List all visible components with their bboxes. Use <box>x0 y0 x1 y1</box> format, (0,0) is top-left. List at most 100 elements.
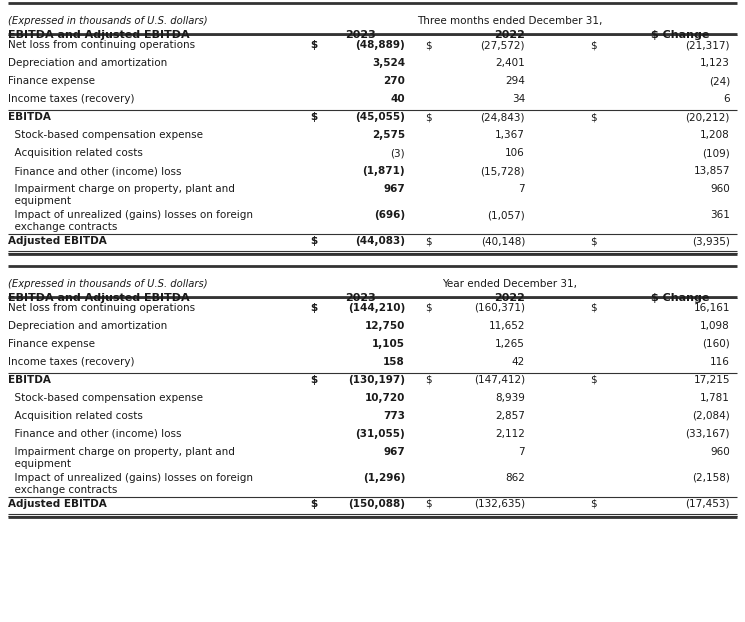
Text: 42: 42 <box>512 357 525 367</box>
Text: (160): (160) <box>703 339 730 349</box>
Text: $: $ <box>590 375 597 385</box>
Text: 34: 34 <box>512 94 525 104</box>
Text: Finance expense: Finance expense <box>8 339 95 349</box>
Text: 6: 6 <box>723 94 730 104</box>
Text: 773: 773 <box>383 411 405 421</box>
Text: (144,210): (144,210) <box>348 303 405 313</box>
Text: $: $ <box>590 40 597 50</box>
Text: Impairment charge on property, plant and
  equipment: Impairment charge on property, plant and… <box>8 447 235 468</box>
Text: (17,453): (17,453) <box>685 499 730 509</box>
Text: 17,215: 17,215 <box>694 375 730 385</box>
Text: 1,208: 1,208 <box>700 130 730 140</box>
Text: (Expressed in thousands of U.S. dollars): (Expressed in thousands of U.S. dollars) <box>8 279 208 289</box>
Text: (33,167): (33,167) <box>685 429 730 439</box>
Text: 1,781: 1,781 <box>700 393 730 403</box>
Text: 8,939: 8,939 <box>495 393 525 403</box>
Text: 1,105: 1,105 <box>372 339 405 349</box>
Text: 7: 7 <box>519 184 525 194</box>
Text: 967: 967 <box>383 447 405 457</box>
Text: (160,371): (160,371) <box>474 303 525 313</box>
Text: (3,935): (3,935) <box>692 236 730 246</box>
Text: $: $ <box>590 499 597 509</box>
Text: $: $ <box>425 303 431 313</box>
Text: Net loss from continuing operations: Net loss from continuing operations <box>8 40 195 50</box>
Text: Impairment charge on property, plant and
  equipment: Impairment charge on property, plant and… <box>8 184 235 206</box>
Text: EBITDA and Adjusted EBITDA: EBITDA and Adjusted EBITDA <box>8 30 190 40</box>
Text: 2023: 2023 <box>345 30 375 40</box>
Text: (27,572): (27,572) <box>481 40 525 50</box>
Text: $: $ <box>310 303 317 313</box>
Text: (147,412): (147,412) <box>474 375 525 385</box>
Text: (1,871): (1,871) <box>362 166 405 176</box>
Text: Impact of unrealized (gains) losses on foreign
  exchange contracts: Impact of unrealized (gains) losses on f… <box>8 210 253 231</box>
Text: (132,635): (132,635) <box>474 499 525 509</box>
Text: 2023: 2023 <box>345 293 375 303</box>
Text: $: $ <box>590 303 597 313</box>
Text: $ Change: $ Change <box>651 30 709 40</box>
Text: 960: 960 <box>710 447 730 457</box>
Text: 158: 158 <box>383 357 405 367</box>
Text: $: $ <box>310 236 317 246</box>
Text: Adjusted EBITDA: Adjusted EBITDA <box>8 236 107 246</box>
Text: Finance expense: Finance expense <box>8 76 95 86</box>
Text: (48,889): (48,889) <box>355 40 405 50</box>
Text: $: $ <box>425 40 431 50</box>
Text: $: $ <box>310 40 317 50</box>
Text: (15,728): (15,728) <box>481 166 525 176</box>
Text: 2022: 2022 <box>495 293 525 303</box>
Text: (2,084): (2,084) <box>692 411 730 421</box>
Text: 11,652: 11,652 <box>489 321 525 331</box>
Text: (21,317): (21,317) <box>685 40 730 50</box>
Text: (3): (3) <box>390 148 405 158</box>
Text: 361: 361 <box>710 210 730 220</box>
Text: 40: 40 <box>390 94 405 104</box>
Text: $: $ <box>590 112 597 122</box>
Text: $: $ <box>310 499 317 509</box>
Text: 2,575: 2,575 <box>372 130 405 140</box>
Text: Finance and other (income) loss: Finance and other (income) loss <box>8 429 182 439</box>
Text: 2,401: 2,401 <box>495 58 525 68</box>
Text: $ Change: $ Change <box>651 293 709 303</box>
Text: 862: 862 <box>505 473 525 483</box>
Text: $: $ <box>590 236 597 246</box>
Text: Depreciation and amortization: Depreciation and amortization <box>8 321 167 331</box>
Text: (24): (24) <box>708 76 730 86</box>
Text: EBITDA: EBITDA <box>8 375 51 385</box>
Text: Income taxes (recovery): Income taxes (recovery) <box>8 357 135 367</box>
Text: (2,158): (2,158) <box>692 473 730 483</box>
Text: Impact of unrealized (gains) losses on foreign
  exchange contracts: Impact of unrealized (gains) losses on f… <box>8 473 253 494</box>
Text: Year ended December 31,: Year ended December 31, <box>443 279 577 289</box>
Text: (20,212): (20,212) <box>685 112 730 122</box>
Text: (40,148): (40,148) <box>481 236 525 246</box>
Text: 3,524: 3,524 <box>372 58 405 68</box>
Text: $: $ <box>425 499 431 509</box>
Text: 1,265: 1,265 <box>495 339 525 349</box>
Text: 116: 116 <box>710 357 730 367</box>
Text: Depreciation and amortization: Depreciation and amortization <box>8 58 167 68</box>
Text: Stock-based compensation expense: Stock-based compensation expense <box>8 393 203 403</box>
Text: 2,857: 2,857 <box>495 411 525 421</box>
Text: Acquisition related costs: Acquisition related costs <box>8 411 143 421</box>
Text: (130,197): (130,197) <box>348 375 405 385</box>
Text: (44,083): (44,083) <box>355 236 405 246</box>
Text: 1,098: 1,098 <box>700 321 730 331</box>
Text: 967: 967 <box>383 184 405 194</box>
Text: $: $ <box>425 236 431 246</box>
Text: 1,367: 1,367 <box>495 130 525 140</box>
Text: $: $ <box>425 112 431 122</box>
Text: 106: 106 <box>505 148 525 158</box>
Text: (1,296): (1,296) <box>363 473 405 483</box>
Text: EBITDA: EBITDA <box>8 112 51 122</box>
Text: 12,750: 12,750 <box>364 321 405 331</box>
Text: EBITDA and Adjusted EBITDA: EBITDA and Adjusted EBITDA <box>8 293 190 303</box>
Text: 2,112: 2,112 <box>495 429 525 439</box>
Text: (31,055): (31,055) <box>355 429 405 439</box>
Text: 7: 7 <box>519 447 525 457</box>
Text: (150,088): (150,088) <box>348 499 405 509</box>
Text: 1,123: 1,123 <box>700 58 730 68</box>
Text: Acquisition related costs: Acquisition related costs <box>8 148 143 158</box>
Text: Stock-based compensation expense: Stock-based compensation expense <box>8 130 203 140</box>
Text: (1,057): (1,057) <box>487 210 525 220</box>
Text: 960: 960 <box>710 184 730 194</box>
Text: (Expressed in thousands of U.S. dollars): (Expressed in thousands of U.S. dollars) <box>8 16 208 26</box>
